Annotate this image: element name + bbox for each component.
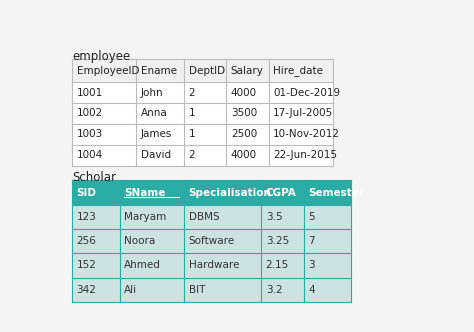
Text: 4000: 4000 [231, 88, 257, 98]
Text: 4: 4 [308, 285, 315, 295]
Text: James: James [141, 129, 172, 139]
Text: DBMS: DBMS [189, 212, 219, 222]
Bar [72, 145, 333, 166]
Text: BIT: BIT [189, 285, 205, 295]
Text: 2500: 2500 [231, 129, 257, 139]
Bar [72, 103, 333, 124]
Text: David: David [141, 150, 171, 160]
Text: 22-Jun-2015: 22-Jun-2015 [273, 150, 337, 160]
Text: 3.2: 3.2 [266, 285, 283, 295]
Bar [72, 205, 351, 229]
Text: Maryam: Maryam [124, 212, 166, 222]
Text: 1: 1 [189, 109, 195, 119]
Bar [72, 82, 333, 103]
Text: employee: employee [72, 50, 130, 63]
Text: SID: SID [76, 188, 97, 198]
Text: CGPA: CGPA [266, 188, 296, 198]
Text: Specialisation: Specialisation [189, 188, 272, 198]
Bar [72, 253, 351, 278]
Text: Ali: Ali [124, 285, 137, 295]
Text: 1003: 1003 [76, 129, 103, 139]
Text: 3.5: 3.5 [266, 212, 283, 222]
Text: 7: 7 [308, 236, 315, 246]
Text: 17-Jul-2005: 17-Jul-2005 [273, 109, 333, 119]
Text: Software: Software [189, 236, 235, 246]
Text: 256: 256 [76, 236, 96, 246]
Text: 1004: 1004 [76, 150, 103, 160]
Bar [72, 180, 351, 205]
Text: 3500: 3500 [231, 109, 257, 119]
Text: 1: 1 [189, 129, 195, 139]
Text: Hardware: Hardware [189, 260, 239, 271]
Bar [72, 278, 351, 302]
Text: Salary: Salary [231, 65, 264, 75]
Text: Scholar: Scholar [72, 172, 116, 185]
Text: 2: 2 [189, 150, 195, 160]
Bar [72, 124, 333, 145]
Text: Semester: Semester [308, 188, 364, 198]
Text: 1001: 1001 [76, 88, 103, 98]
Text: 5: 5 [308, 212, 315, 222]
Text: SName: SName [124, 188, 165, 198]
Text: Hire_date: Hire_date [273, 65, 323, 76]
Text: 2: 2 [189, 88, 195, 98]
Text: 3.25: 3.25 [266, 236, 289, 246]
Text: 1002: 1002 [76, 109, 103, 119]
Text: 10-Nov-2012: 10-Nov-2012 [273, 129, 340, 139]
Text: Noora: Noora [124, 236, 155, 246]
Text: 152: 152 [76, 260, 96, 271]
Text: Ahmed: Ahmed [124, 260, 161, 271]
Text: John: John [141, 88, 164, 98]
Text: 2.15: 2.15 [266, 260, 289, 271]
Text: 3: 3 [308, 260, 315, 271]
Text: Anna: Anna [141, 109, 167, 119]
Text: 123: 123 [76, 212, 96, 222]
Bar [72, 59, 333, 82]
Text: 4000: 4000 [231, 150, 257, 160]
Text: Ename: Ename [141, 65, 177, 75]
Text: EmployeeID: EmployeeID [76, 65, 139, 75]
Text: 342: 342 [76, 285, 96, 295]
Text: DeptID: DeptID [189, 65, 225, 75]
Text: 01-Dec-2019: 01-Dec-2019 [273, 88, 340, 98]
Bar [72, 229, 351, 253]
